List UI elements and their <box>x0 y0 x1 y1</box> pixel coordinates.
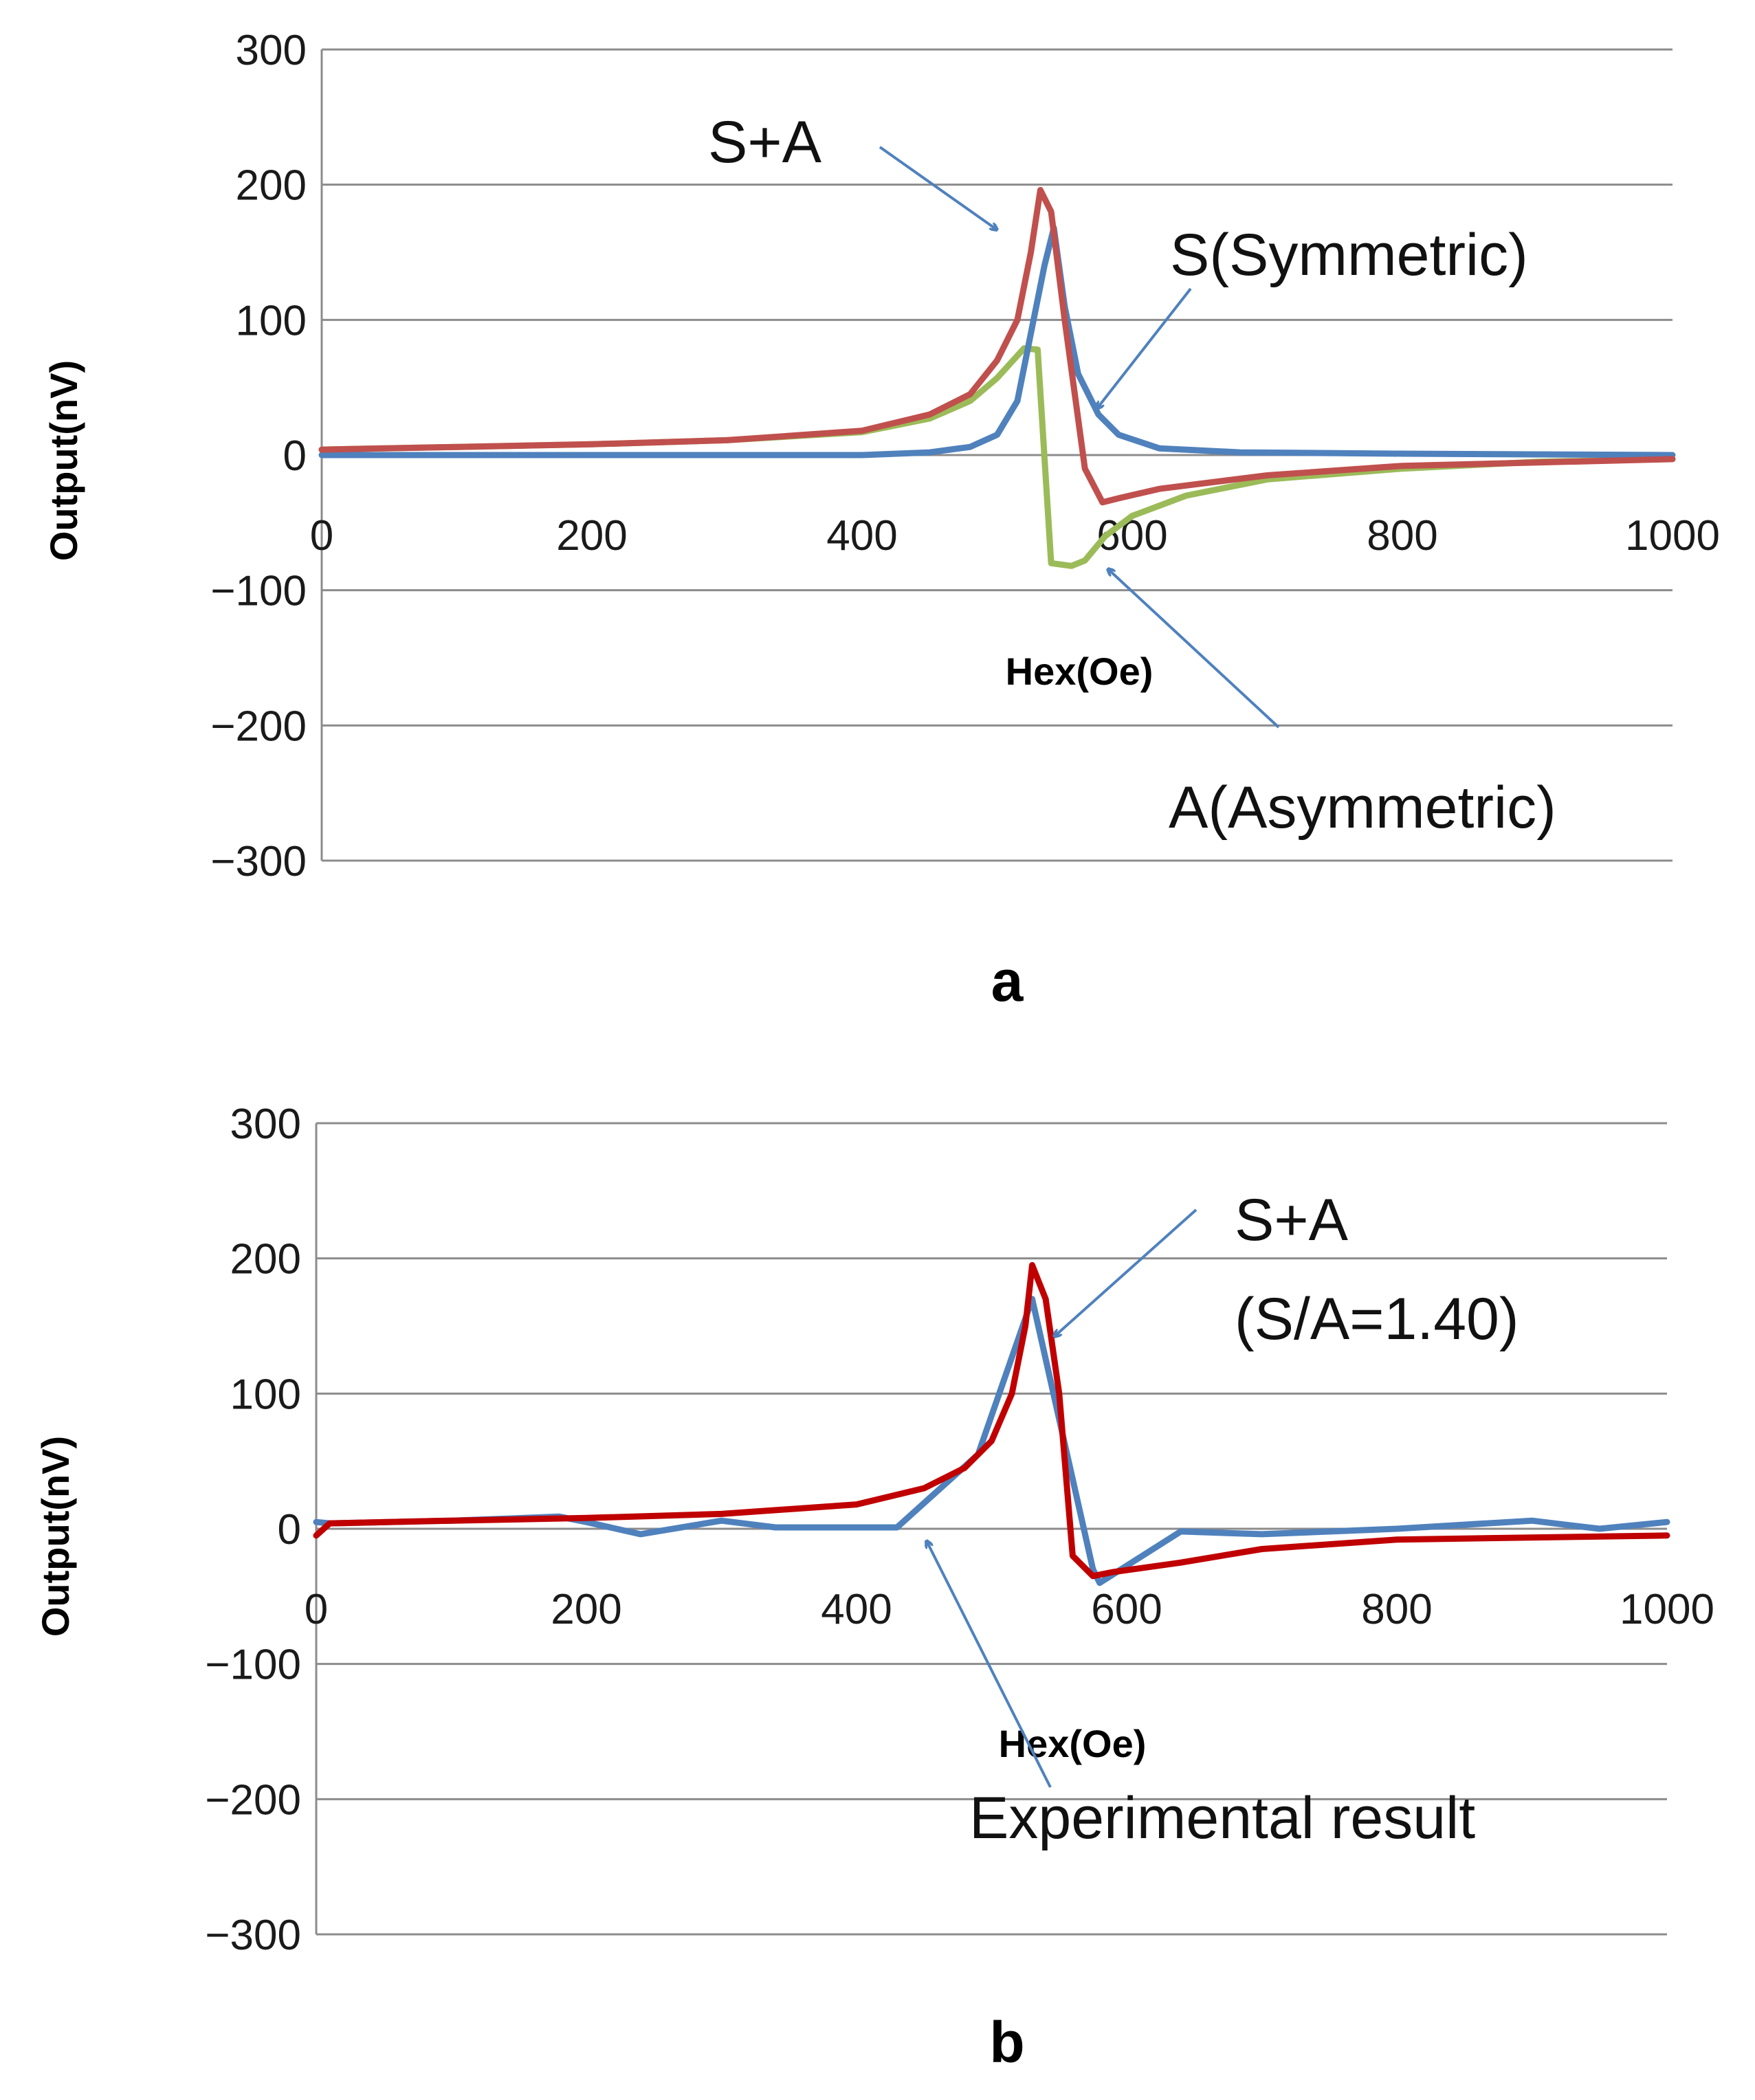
x-tick-label: 200 <box>551 1586 621 1633</box>
x-tick-label: 800 <box>1367 512 1437 560</box>
panel-b-arrow-s-plus-a <box>1055 1208 1197 1336</box>
panel-a-arrow-s-plus-a <box>879 146 997 230</box>
panel-b-annotation-s-plus-a: S+A <box>1235 1187 1349 1253</box>
y-tick-label: −200 <box>205 1776 301 1824</box>
panel-a-x-axis-title: Hex(Oe) <box>1006 650 1154 693</box>
y-tick-label: 200 <box>236 162 307 210</box>
series-line-s-symmetric <box>318 225 1676 458</box>
y-tick-label: −300 <box>205 1912 301 1959</box>
x-tick-label: 0 <box>310 512 333 560</box>
y-tick-label: 100 <box>236 297 307 344</box>
x-tick-label: 1000 <box>1625 512 1720 560</box>
y-tick-label: −200 <box>210 703 307 750</box>
panel-a-label: a <box>991 949 1024 1013</box>
y-tick-label: −100 <box>205 1642 301 1689</box>
x-tick-label: 800 <box>1361 1586 1432 1633</box>
panel-a-y-ticks: 300 200 100 0 −100 −200 −300 <box>210 27 307 885</box>
series-line-s-a-s-a-1-40 <box>313 1262 1670 1580</box>
x-tick-label: 0 <box>305 1586 328 1633</box>
panel-a-y-axis-title: Output(nV) <box>42 360 85 561</box>
panel-b-gridlines <box>315 1122 1667 1936</box>
panel-b-x-axis-title: Hex(Oe) <box>999 1722 1147 1765</box>
y-tick-label: −100 <box>210 568 307 615</box>
panel-b-annotation-experimental: Experimental result <box>969 1785 1475 1851</box>
panel-b-series <box>313 1262 1670 1587</box>
panel-b-label: b <box>989 2010 1024 2075</box>
x-tick-label: 400 <box>826 512 897 560</box>
panel-a-annotation-s-plus-a: S+A <box>708 109 822 175</box>
series-line-s-a <box>318 187 1676 506</box>
panel-a-x-ticks: 0 200 400 600 800 1000 <box>310 512 1720 560</box>
panel-b-annotation-ratio: (S/A=1.40) <box>1235 1286 1519 1352</box>
y-tick-label: 0 <box>283 432 307 480</box>
panel-b-arrow-experimental <box>927 1541 1052 1788</box>
y-tick-label: 0 <box>278 1506 301 1554</box>
x-tick-label: 200 <box>556 512 627 560</box>
panel-a-annotation-asymmetric: A(Asymmetric) <box>1169 775 1556 841</box>
y-tick-label: 300 <box>230 1101 301 1148</box>
panel-a-arrow-asymmetric <box>1108 569 1280 729</box>
panel-b-y-ticks: 300 200 100 0 −100 −200 −300 <box>205 1101 301 1959</box>
panel-b-y-axis-title: Output(nV) <box>34 1436 77 1637</box>
panel-a-arrow-symmetric <box>1097 287 1192 408</box>
x-tick-label: 1000 <box>1620 1586 1714 1633</box>
panel-a-annotation-symmetric: S(Symmetric) <box>1170 222 1528 288</box>
x-tick-label: 600 <box>1091 1586 1162 1633</box>
y-tick-label: −300 <box>210 838 307 885</box>
y-tick-label: 100 <box>230 1371 301 1418</box>
panel-b-x-ticks: 0 200 400 600 800 1000 <box>305 1586 1714 1633</box>
y-tick-label: 300 <box>236 27 307 74</box>
y-tick-label: 200 <box>230 1236 301 1283</box>
x-tick-label: 400 <box>821 1586 892 1633</box>
panel-a-series <box>318 187 1676 569</box>
